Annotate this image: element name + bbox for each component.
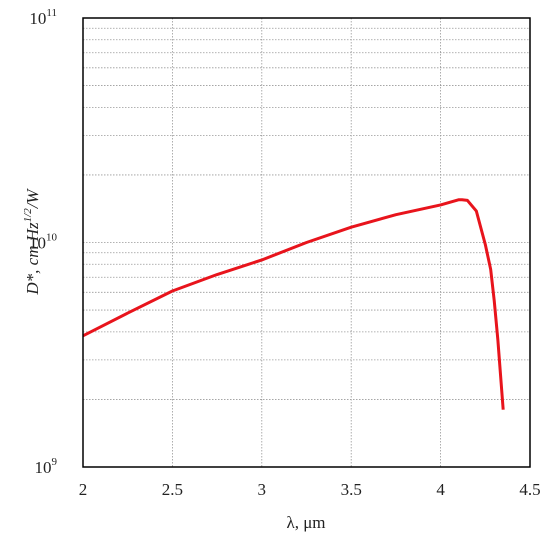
- x-tick-label: 2.5: [162, 480, 183, 499]
- plot-frame: [82, 17, 531, 468]
- y-label-text: D*, cm Hz: [23, 222, 42, 296]
- y-tick-exponent: 11: [46, 7, 57, 19]
- y-label-suffix: /W: [23, 188, 42, 210]
- x-tick-label: 3.5: [341, 480, 362, 499]
- x-tick-label: 4: [436, 480, 445, 499]
- y-tick-base: 10: [29, 234, 46, 253]
- y-tick-label: 109: [35, 456, 58, 477]
- y-tick-label: 1011: [29, 7, 57, 28]
- y-tick-exponent: 9: [52, 456, 58, 468]
- y-tick-base: 10: [29, 9, 46, 28]
- data-line: [82, 198, 505, 410]
- x-axis-label: λ, μm: [286, 513, 325, 532]
- y-tick-base: 10: [35, 458, 52, 477]
- y-label-sup: 1/2: [22, 208, 34, 223]
- y-tick-label: 1010: [29, 232, 58, 253]
- x-tick-label: 3: [258, 480, 267, 499]
- x-tick-label: 4.5: [519, 480, 540, 499]
- marks: [82, 198, 505, 410]
- y-axis-label: D*, cm Hz1/2/W: [22, 188, 42, 296]
- y-tick-exponent: 10: [46, 232, 58, 244]
- x-tick-label: 2: [79, 480, 88, 499]
